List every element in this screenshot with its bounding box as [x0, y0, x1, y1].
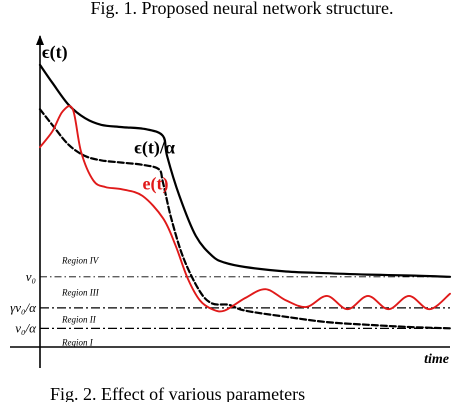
series-line-1	[38, 108, 452, 330]
top-caption: Fig. 1. Proposed neural network structur…	[91, 0, 394, 18]
region-label-0: Region IV	[61, 255, 100, 265]
series-group	[38, 63, 452, 330]
reference-level-label-1: γv₀/α	[10, 300, 37, 315]
curve-label-2: e(t)	[143, 173, 169, 194]
x-axis-label: time	[424, 352, 449, 367]
series-line-2	[39, 105, 451, 313]
reference-level-labels: v₀ γv₀/α v₀/α	[10, 269, 37, 336]
reference-level-label-0: v₀	[26, 269, 36, 284]
reference-level-label-2: v₀/α	[15, 320, 37, 335]
region-label-3: Region I	[61, 338, 94, 348]
region-labels: Region IV Region III Region II Region I	[61, 255, 100, 347]
curve-label-0: ϵ(t)	[42, 42, 68, 63]
curve-labels: ϵ(t) ϵ(t)/α e(t)	[42, 42, 175, 194]
region-label-1: Region III	[61, 287, 100, 297]
bottom-caption: Fig. 2. Effect of various parameters	[50, 384, 305, 402]
curve-label-1: ϵ(t)/α	[134, 138, 175, 159]
region-label-2: Region II	[61, 314, 97, 324]
series-line-0	[38, 63, 452, 278]
reference-levels	[40, 276, 450, 329]
